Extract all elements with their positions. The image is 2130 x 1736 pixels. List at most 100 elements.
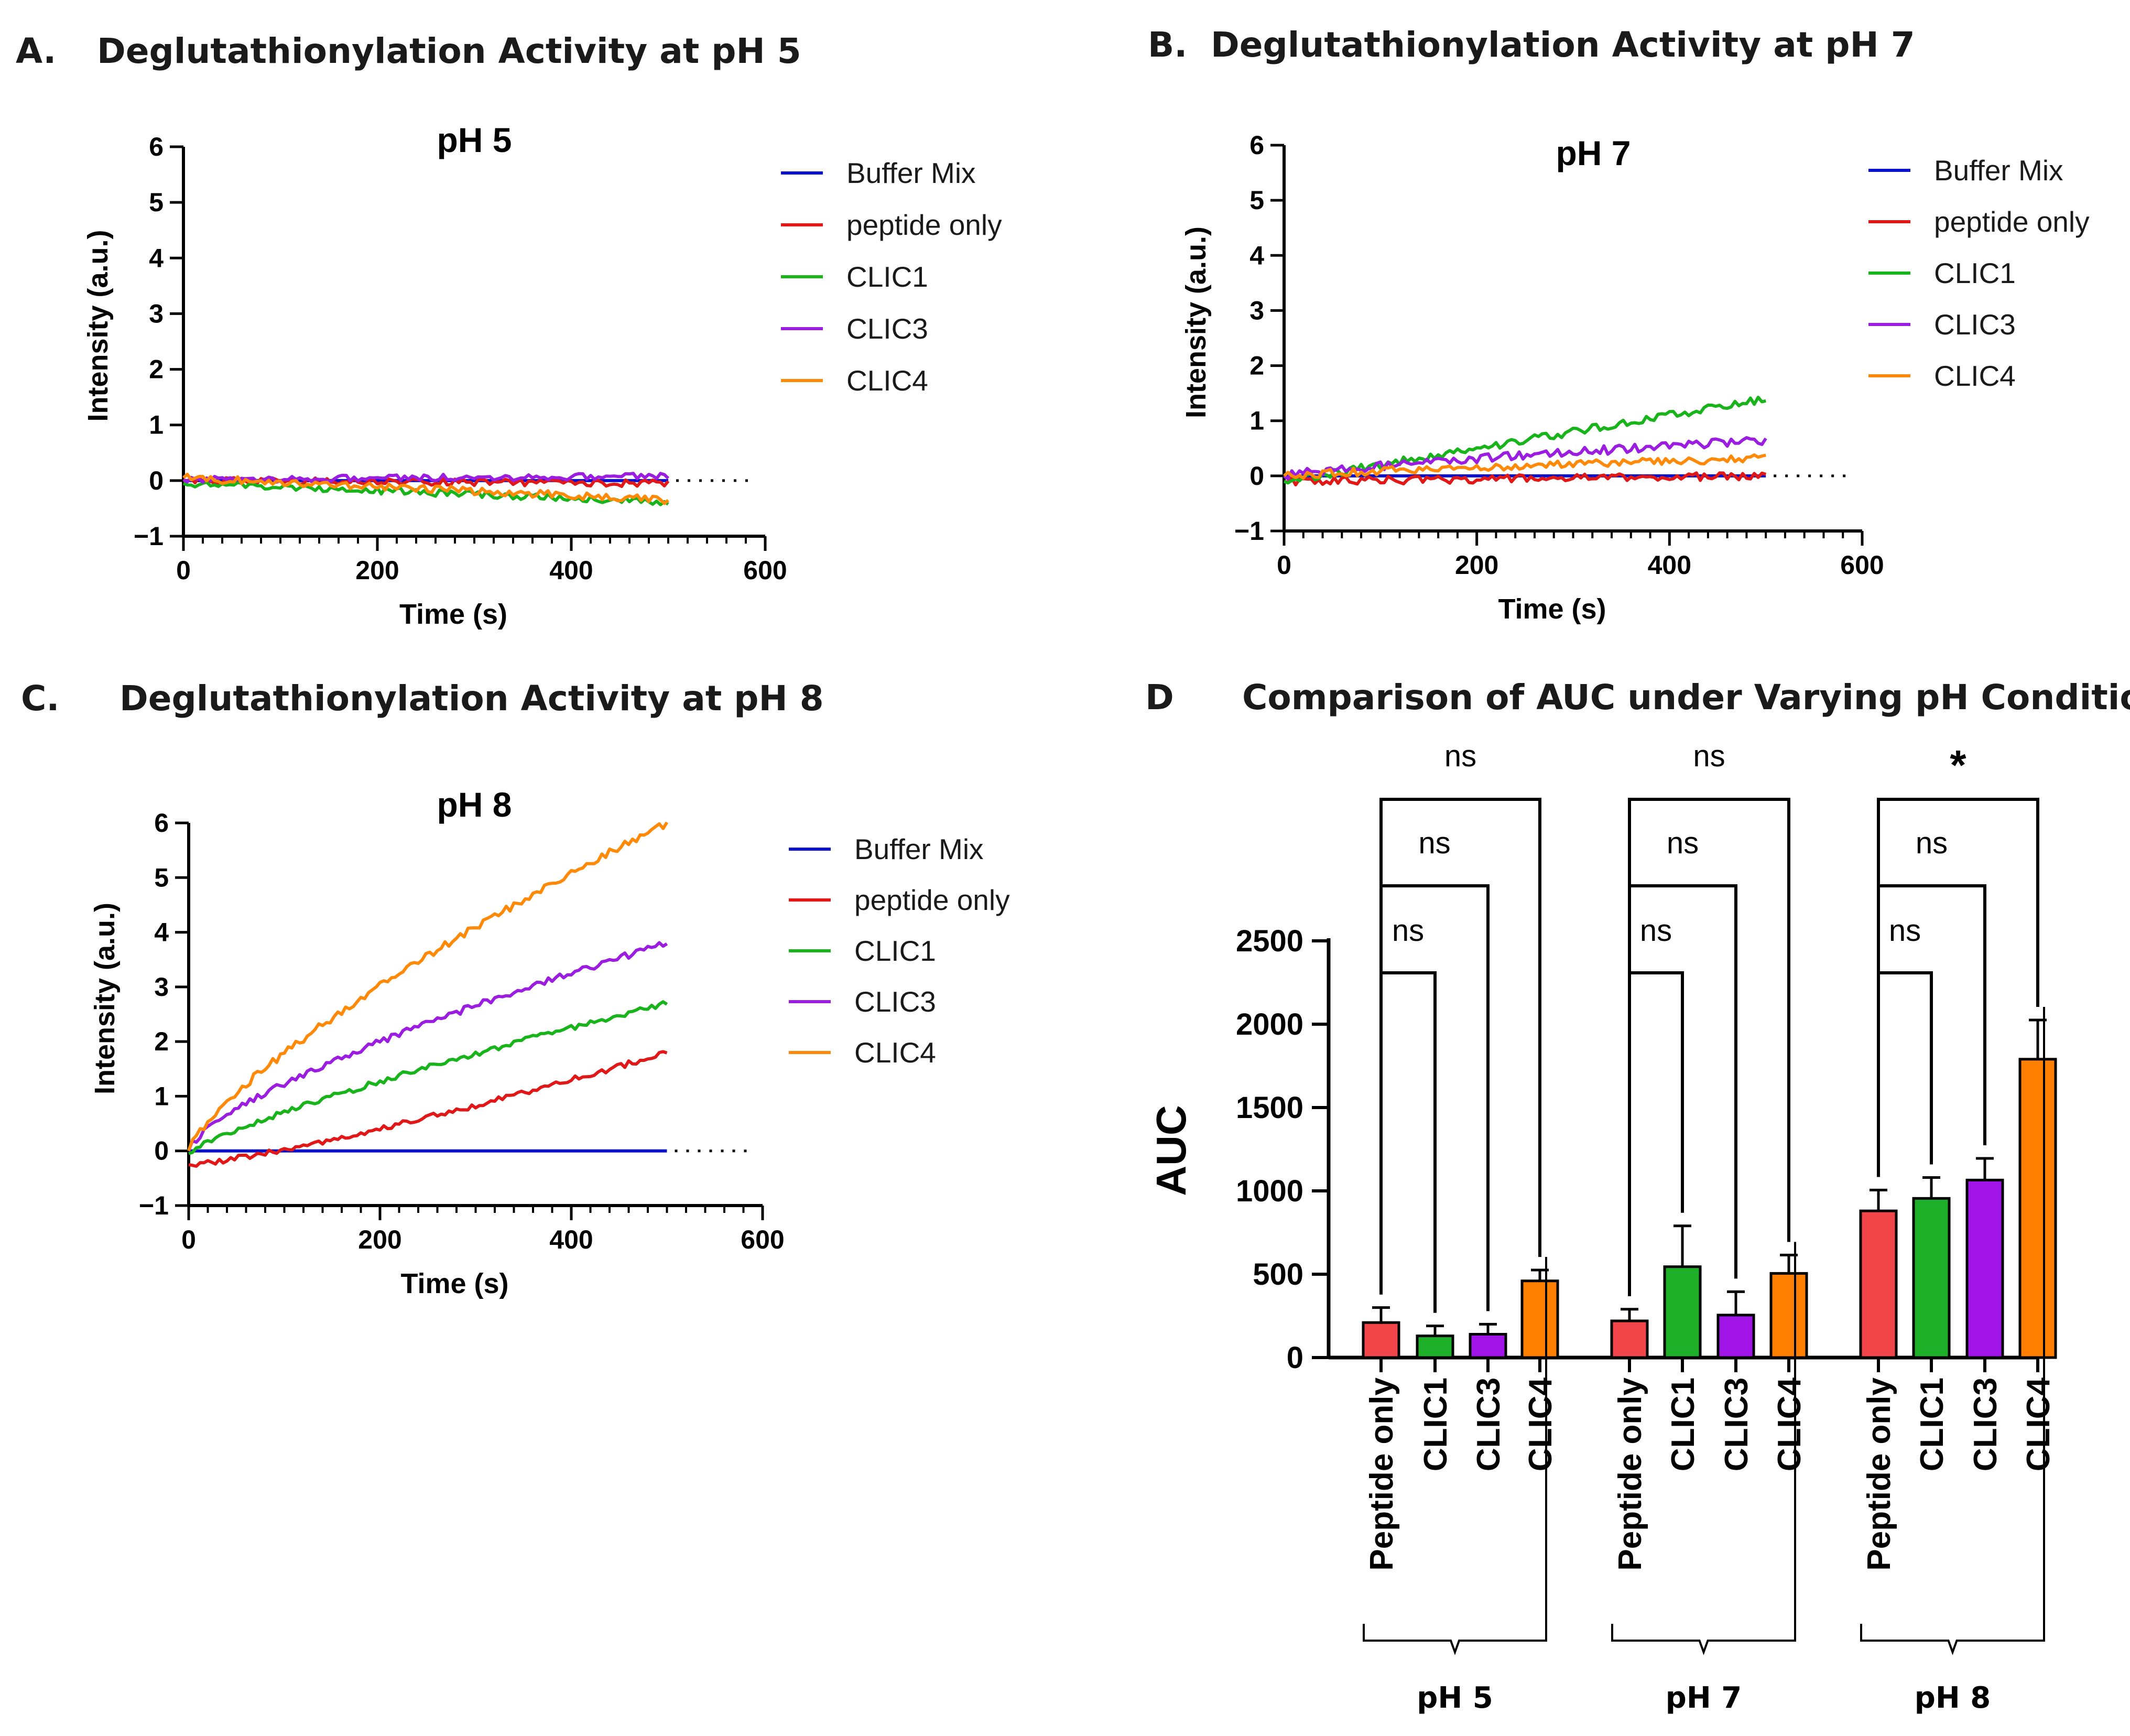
series-line-clic1	[182, 480, 669, 506]
x-tick-label: 600	[741, 1225, 784, 1254]
y-tick-label: 2	[1249, 351, 1264, 381]
bar-group: Peptide only CLIC1 CLIC3 CLIC4 ns ns * pH 8	[1859, 742, 2057, 1715]
significance-label: ns	[1667, 826, 1699, 860]
legend-label: CLIC1	[854, 935, 936, 967]
y-axis-label: Intensity (a.u.)	[89, 903, 121, 1094]
y-tick-label: 4	[154, 918, 169, 947]
category-label: Peptide only	[1612, 1377, 1648, 1570]
chart-title: pH 5	[437, 121, 512, 159]
significance-label: ns	[1418, 826, 1450, 860]
y-tick-label: −1	[139, 1191, 169, 1220]
category-label: CLIC1	[1914, 1377, 1950, 1471]
significance-label: ns	[1444, 739, 1476, 773]
category-label: CLIC3	[1471, 1377, 1507, 1471]
y-tick-label: −1	[134, 522, 164, 551]
y-tick-label: 0	[1249, 461, 1264, 491]
significance-label: ns	[1693, 739, 1725, 773]
legend-label: CLIC3	[1934, 308, 2016, 341]
series-line-peptide-only	[188, 1050, 668, 1168]
panel-c: C. Deglutathionylation Activity at pH 8 pH…	[21, 678, 1010, 1299]
significance-bracket	[1628, 971, 1684, 1296]
legend-label: Buffer Mix	[854, 833, 984, 865]
significance-bracket	[1877, 971, 1933, 1177]
panel-a: A. Deglutathionylation Activity at pH 5 pH…	[16, 31, 1002, 630]
legend-label: CLIC4	[846, 364, 928, 397]
y-axis-label: AUC	[1148, 1105, 1194, 1196]
category-label: CLIC3	[1968, 1377, 2004, 1471]
y-tick-label: 5	[149, 188, 164, 217]
group-label: pH 7	[1666, 1681, 1742, 1715]
panel-b: B. Deglutathionylation Activity at pH 7 pH…	[1148, 25, 2090, 625]
y-tick-label: 0	[149, 466, 164, 495]
y-tick-label: 0	[154, 1136, 169, 1166]
legend-label: peptide only	[1934, 205, 2090, 238]
y-axis-label: Intensity (a.u.)	[1180, 226, 1212, 418]
panel-letter: C.	[21, 678, 60, 719]
significance-bracket	[1877, 798, 2039, 1177]
y-tick-label: 2	[154, 1027, 169, 1056]
x-tick-label: 200	[355, 556, 399, 585]
legend-label: CLIC1	[846, 261, 928, 293]
y-tick-label: 6	[1249, 131, 1264, 160]
bar-clic1	[1912, 1197, 1951, 1359]
legend-label: Buffer Mix	[1934, 154, 2063, 187]
significance-label: ns	[1392, 914, 1424, 948]
significance-label: *	[1950, 742, 1966, 788]
legend-label: CLIC4	[854, 1036, 936, 1069]
category-label: Peptide only	[1861, 1377, 1897, 1570]
bar-group: Peptide only CLIC1 CLIC3 CLIC4 ns ns ns pH 7	[1610, 739, 1808, 1715]
series-line-clic4	[182, 472, 669, 505]
group-label: pH 5	[1417, 1681, 1493, 1715]
panel-title: Deglutathionylation Activity at pH 8	[119, 678, 824, 719]
bar-clic4	[1769, 1272, 1808, 1359]
legend-label: CLIC3	[854, 985, 936, 1018]
y-tick-label: 2500	[1236, 924, 1303, 958]
legend-label: CLIC3	[846, 312, 928, 345]
panel-letter: D	[1145, 677, 1174, 718]
x-tick-label: 200	[358, 1225, 401, 1254]
y-tick-label: 4	[149, 243, 164, 273]
group-brace	[1363, 1624, 1547, 1655]
x-tick-label: 400	[549, 1225, 593, 1254]
significance-bracket	[1379, 971, 1437, 1313]
legend-label: CLIC1	[1934, 257, 2016, 289]
significance-bracket	[1628, 798, 1790, 1296]
category-label: CLIC1	[1418, 1377, 1454, 1471]
significance-label: ns	[1889, 914, 1921, 948]
legend-label: CLIC4	[1934, 360, 2016, 392]
bar-clic3	[1469, 1332, 1507, 1359]
bar-clic4	[1520, 1279, 1559, 1359]
y-tick-label: 5	[154, 863, 169, 892]
significance-label: ns	[1640, 914, 1672, 948]
y-tick-label: 1	[1249, 406, 1264, 436]
category-label: Peptide only	[1364, 1377, 1400, 1570]
panel-d: D Comparison of AUC under Varying pH Cond…	[1145, 677, 2130, 1715]
x-tick-label: 0	[181, 1225, 196, 1254]
x-tick-label: 400	[549, 556, 593, 585]
x-axis-label: Time (s)	[399, 599, 507, 630]
y-axis-label: Intensity (a.u.)	[82, 230, 114, 421]
y-tick-label: 3	[149, 299, 164, 328]
significance-label: ns	[1916, 826, 1948, 860]
y-tick-label: 2	[149, 355, 164, 384]
legend-label: peptide only	[854, 884, 1010, 916]
x-tick-label: 0	[1277, 550, 1291, 580]
x-tick-label: 200	[1455, 550, 1498, 580]
group-brace	[1611, 1624, 1796, 1655]
bar-clic3	[1965, 1178, 2004, 1359]
y-tick-label: 4	[1249, 241, 1264, 270]
category-label: CLIC4	[1523, 1377, 1559, 1471]
chart-title: pH 8	[437, 785, 512, 824]
y-tick-label: 5	[1249, 186, 1264, 215]
category-label: CLIC3	[1719, 1377, 1755, 1471]
legend-label: Buffer Mix	[846, 157, 976, 189]
y-tick-label: 500	[1253, 1257, 1303, 1292]
bar-clic1	[1663, 1265, 1702, 1359]
x-axis-label: Time (s)	[1498, 593, 1606, 625]
series-line-clic1	[188, 1000, 668, 1155]
panel-letter: B.	[1148, 25, 1187, 65]
bar-peptide-only	[1362, 1321, 1400, 1359]
series-line-clic4	[187, 821, 669, 1152]
x-tick-label: 600	[743, 556, 787, 585]
